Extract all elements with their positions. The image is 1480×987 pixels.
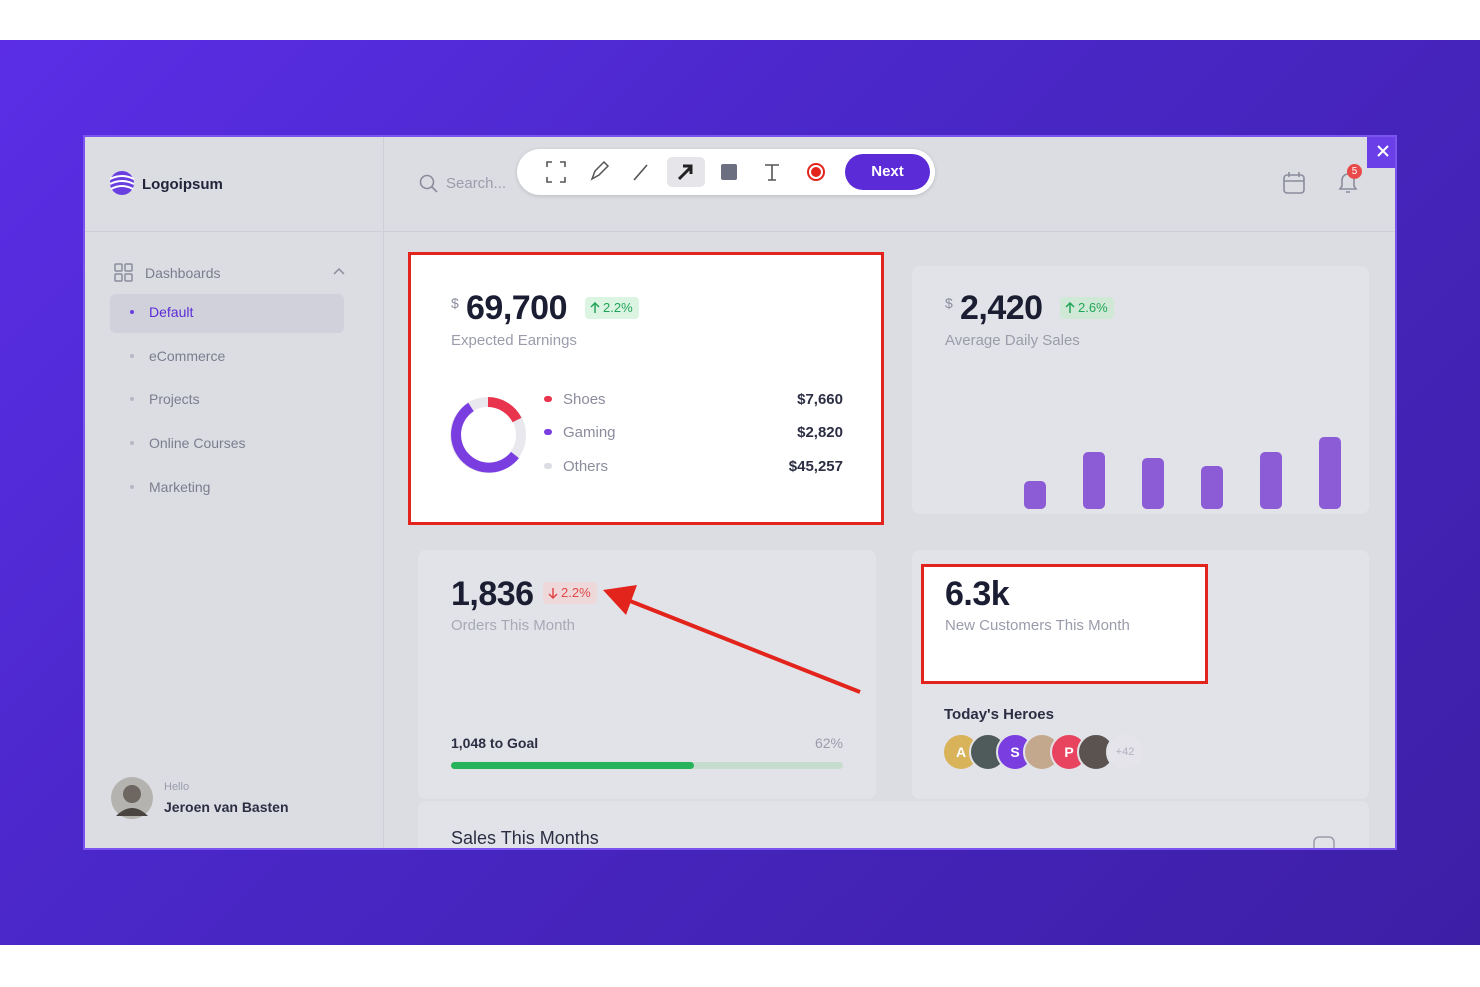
heroes-title: Today's Heroes (944, 706, 1054, 723)
logo-icon (109, 171, 135, 195)
legend-name: Gaming (563, 424, 616, 441)
chevron[interactable] (333, 267, 345, 277)
highlight-earnings (408, 252, 884, 525)
nav-item[interactable]: Default (149, 304, 194, 320)
search-input[interactable]: Search... (446, 175, 507, 192)
nav-item[interactable]: Projects (149, 391, 200, 407)
legend-dot (544, 429, 552, 435)
sales-value: 2,420 (960, 289, 1043, 327)
customers-value: 6.3k (945, 575, 1010, 613)
customers-label: New Customers This Month (945, 617, 1130, 634)
sidebar (85, 137, 384, 848)
nav-section[interactable]: Dashboards (145, 265, 221, 281)
chart-card (418, 801, 1369, 848)
sales-change-text: 2.6% (1078, 300, 1108, 315)
nav-dot (130, 441, 134, 445)
currency: $ (451, 295, 459, 311)
annotation-arrow (603, 585, 861, 694)
orders-label: Orders This Month (451, 617, 575, 634)
nav-dot (130, 310, 134, 314)
chart-title: Sales This Months (451, 828, 599, 848)
sales-label: Average Daily Sales (945, 332, 1080, 349)
nav-item[interactable]: eCommerce (149, 348, 226, 364)
next-button[interactable]: Next (845, 154, 930, 190)
legend-name: Others (563, 458, 609, 475)
progress-fill (451, 762, 695, 769)
progress-label: 62% (814, 735, 843, 751)
user-greeting: Hello (164, 781, 190, 793)
progress-track (451, 762, 843, 769)
nav-dot (130, 397, 134, 401)
nav-dot (130, 354, 134, 358)
app-window: Logoipsum Dashboards Hello Jeroen van Ba… (83, 135, 1397, 850)
legend-amount: $2,820 (797, 424, 843, 441)
legend-dot (544, 463, 552, 469)
bar (1083, 452, 1105, 509)
nav-item[interactable]: Online Courses (149, 435, 246, 451)
chart-menu[interactable] (1313, 836, 1335, 850)
dashboards-icon (114, 263, 133, 282)
toolbar-icons (546, 157, 825, 187)
close-button[interactable] (1367, 137, 1395, 168)
earnings-value: 69,700 (466, 289, 568, 327)
legend-dot (544, 396, 552, 402)
bar (1260, 452, 1282, 509)
bar (1024, 481, 1046, 509)
bar (1319, 437, 1341, 509)
earnings-label: Expected Earnings (451, 332, 577, 349)
donut (450, 397, 526, 473)
legend-name: Shoes (563, 391, 606, 408)
orders-change-text: 2.2% (561, 585, 591, 600)
avatar-more[interactable]: +42 (1106, 733, 1144, 771)
search-icon (419, 174, 438, 193)
orders-value: 1,836 (451, 575, 534, 613)
notification-badge: 5 (1347, 164, 1362, 179)
orders-card (418, 550, 876, 799)
bar (1142, 458, 1164, 509)
sales-change: 2.6% (1060, 297, 1114, 319)
logo-text[interactable]: Logoipsum (142, 176, 223, 193)
nav-active-bg (110, 294, 344, 333)
user-avatar[interactable] (110, 776, 154, 820)
header-divider (85, 231, 1395, 232)
sales-bars (1024, 437, 1341, 509)
calendar-icon[interactable] (1282, 171, 1306, 195)
earnings-change: 2.2% (585, 297, 639, 319)
legend-amount: $7,660 (797, 391, 843, 408)
bar (1201, 466, 1223, 509)
highlight-customers (921, 564, 1208, 684)
nav-dot (130, 485, 134, 489)
earnings-change-text: 2.2% (603, 300, 633, 315)
currency: $ (945, 295, 953, 311)
nav-item[interactable]: Marketing (149, 479, 211, 495)
sales-card (912, 266, 1369, 514)
user-name: Jeroen van Basten (164, 799, 289, 815)
orders-change: 2.2% (543, 582, 597, 604)
legend-amount: $45,257 (788, 458, 843, 475)
goal-text: 1,048 to Goal (451, 735, 539, 751)
